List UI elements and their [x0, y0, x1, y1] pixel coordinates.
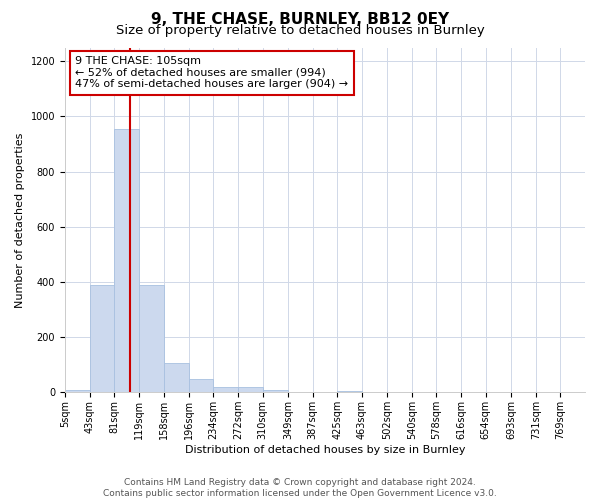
Bar	[139, 284, 164, 393]
Bar	[214, 387, 238, 392]
Text: Contains HM Land Registry data © Crown copyright and database right 2024.
Contai: Contains HM Land Registry data © Crown c…	[103, 478, 497, 498]
Text: Size of property relative to detached houses in Burnley: Size of property relative to detached ho…	[116, 24, 484, 37]
Text: 9 THE CHASE: 105sqm
← 52% of detached houses are smaller (994)
47% of semi-detac: 9 THE CHASE: 105sqm ← 52% of detached ho…	[76, 56, 349, 90]
Y-axis label: Number of detached properties: Number of detached properties	[15, 132, 25, 308]
Bar	[164, 364, 189, 392]
Bar	[337, 391, 362, 392]
Bar	[114, 129, 139, 392]
Bar	[189, 379, 214, 392]
Bar	[238, 388, 263, 392]
Bar	[263, 390, 288, 392]
Bar	[65, 390, 89, 392]
X-axis label: Distribution of detached houses by size in Burnley: Distribution of detached houses by size …	[185, 445, 465, 455]
Text: 9, THE CHASE, BURNLEY, BB12 0EY: 9, THE CHASE, BURNLEY, BB12 0EY	[151, 12, 449, 28]
Bar	[89, 284, 114, 393]
